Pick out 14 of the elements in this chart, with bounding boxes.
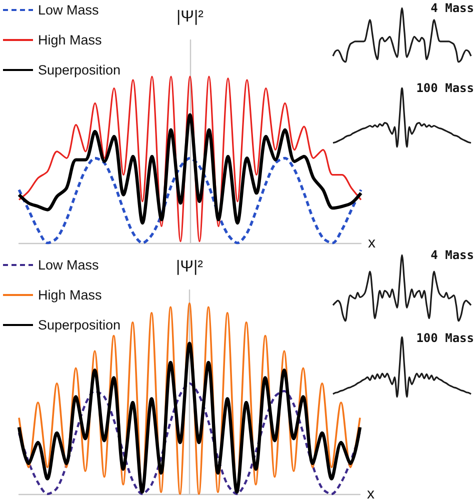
chart-title: 100 Mass (416, 81, 474, 95)
chart-title: 100 Mass (416, 331, 474, 345)
legend-label: Superposition (38, 62, 121, 78)
legend-label: Low Mass (38, 258, 100, 272)
chart-title: 4 Mass (430, 1, 474, 15)
legend-label: Low Mass (38, 2, 100, 18)
y-axis-title: |Ψ|² (176, 258, 204, 276)
legend-label: Superposition (38, 318, 121, 332)
y-axis-title: |Ψ|² (176, 8, 204, 26)
x-axis-title: x (368, 234, 376, 252)
legend-label: High Mass (38, 32, 102, 48)
x-axis-title: x (367, 486, 375, 502)
chart-title: 4 Mass (430, 248, 474, 262)
legend-label: High Mass (38, 288, 102, 302)
